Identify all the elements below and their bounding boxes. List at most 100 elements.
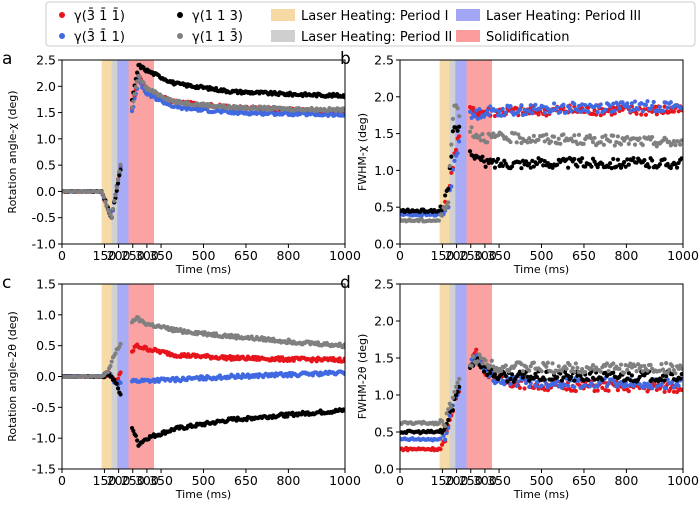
point-d-2-34 [450, 408, 456, 413]
xlabel-a: Time (ms) [175, 263, 231, 276]
point-b-1-135 [617, 106, 622, 111]
point-d-1-69 [514, 383, 519, 388]
point-b-3-145 [632, 142, 638, 147]
ytick-label-a-6: 2.0 [36, 79, 56, 94]
point-d-2-124 [600, 377, 605, 383]
point-d-3-77 [527, 368, 532, 373]
point-d-3-44 [475, 359, 480, 364]
point-d-0-124 [600, 385, 605, 390]
point-b-2-38 [457, 124, 462, 129]
point-b-1-143 [629, 101, 635, 106]
point-b-1-156 [650, 103, 655, 108]
point-b-2-172 [674, 165, 680, 170]
point-b-2-47 [480, 154, 485, 159]
point-b-2-60 [500, 163, 505, 169]
point-b-3-70 [516, 132, 521, 137]
point-b-2-39 [467, 149, 473, 154]
point-d-3-105 [570, 365, 575, 370]
point-b-3-96 [556, 136, 561, 141]
legend: γ(3̄ 1̄ 1̄) γ(3̄ 1̄ 1) γ(1 1 3) γ(1 1 3̄) La… [45, 1, 696, 47]
ytick-label-a-5: 1.5 [36, 105, 56, 120]
point-d-1-32 [447, 413, 452, 418]
xtick-label-b-6: 500 [530, 248, 554, 263]
point-b-1-109 [576, 103, 582, 109]
point-b-1-129 [608, 104, 613, 109]
point-d-2-131 [611, 370, 616, 375]
point-c-1-46 [118, 380, 123, 385]
point-d-1-26 [438, 436, 443, 441]
point-b-3-95 [555, 141, 560, 146]
point-c-0-214 [342, 356, 345, 361]
point-d-3-52 [488, 363, 493, 369]
xtick-label-c-2: 200 [107, 473, 131, 488]
point-b-0-33 [449, 170, 454, 175]
point-a-3-46 [118, 162, 123, 167]
point-b-1-108 [575, 108, 580, 113]
point-b-0-29 [443, 199, 448, 204]
point-a-2-45 [117, 173, 122, 178]
point-d-2-82 [534, 375, 540, 380]
point-d-3-167 [667, 367, 672, 372]
point-b-3-54 [491, 131, 496, 136]
ytick-label-d-3: 1.5 [374, 351, 394, 366]
ytick-label-a-1: -0.5 [32, 210, 56, 225]
point-b-1-71 [517, 107, 522, 112]
point-d-0-74 [522, 386, 527, 391]
point-b-1-147 [636, 107, 641, 112]
point-d-3-150 [640, 369, 645, 374]
point-b-2-117 [589, 164, 594, 169]
point-b-1-142 [628, 109, 633, 114]
point-b-3-76 [525, 140, 530, 145]
legend-frame [45, 1, 696, 47]
xtick-label-a-0: 0 [58, 248, 66, 263]
xlabel-c: Time (ms) [175, 488, 231, 501]
ytick-label-b-0: 0.0 [374, 237, 394, 252]
point-a-3-47 [129, 105, 135, 110]
point-b-3-30 [444, 203, 449, 209]
point-d-3-49 [483, 358, 488, 363]
point-b-2-138 [622, 159, 627, 165]
point-c-3-46 [118, 341, 123, 347]
point-d-3-153 [645, 368, 650, 373]
point-b-1-78 [528, 103, 533, 108]
xtick-label-d-5: 350 [487, 473, 511, 488]
point-d-3-107 [573, 361, 578, 366]
point-d-3-38 [457, 376, 462, 381]
point-d-3-106 [572, 369, 577, 374]
point-d-3-89 [545, 360, 550, 365]
point-d-3-59 [499, 368, 504, 374]
point-b-3-148 [637, 136, 642, 141]
point-d-2-37 [455, 389, 460, 395]
point-b-2-75 [523, 159, 529, 164]
point-d-3-41 [471, 354, 476, 359]
point-b-2-57 [495, 156, 501, 162]
point-d-2-164 [662, 378, 667, 383]
point-b-2-106 [572, 156, 577, 162]
xtick-label-d-2: 200 [445, 473, 469, 488]
point-d-1-113 [583, 383, 588, 388]
point-b-1-168 [668, 100, 673, 105]
point-b-3-125 [601, 142, 607, 147]
ylabel-b: FWHM-χ (deg) [356, 113, 369, 191]
xlabel-b: Time (ms) [513, 263, 569, 276]
point-b-1-45 [477, 107, 482, 112]
point-b-1-79 [530, 111, 535, 116]
point-b-1-123 [598, 102, 603, 107]
point-d-3-37 [455, 380, 460, 385]
point-d-2-77 [527, 378, 532, 383]
point-a-3-56 [141, 80, 146, 85]
band-d-1 [449, 284, 456, 469]
point-b-0-149 [639, 112, 644, 117]
point-d-0-104 [569, 388, 574, 393]
ytick-label-d-2: 1.0 [374, 388, 394, 403]
panel-letter-d: d [340, 273, 351, 293]
point-c-2-169 [285, 414, 290, 419]
point-d-1-173 [676, 383, 681, 388]
point-d-1-156 [650, 386, 655, 391]
point-b-1-60 [500, 106, 505, 111]
point-d-2-38 [457, 384, 462, 389]
point-d-2-87 [542, 377, 547, 382]
xtick-label-d-3: 250 [459, 473, 483, 488]
xtick-label-c-6: 500 [192, 473, 216, 488]
